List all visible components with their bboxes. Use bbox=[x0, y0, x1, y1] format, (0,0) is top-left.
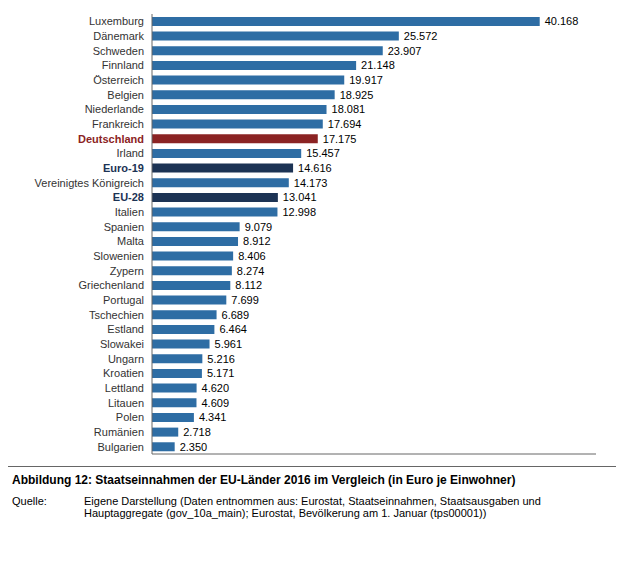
svg-text:Slowakei: Slowakei bbox=[100, 338, 144, 350]
svg-text:Österreich: Österreich bbox=[93, 74, 144, 86]
svg-text:Malta: Malta bbox=[117, 235, 145, 247]
svg-text:14.173: 14.173 bbox=[294, 177, 328, 189]
svg-text:14.616: 14.616 bbox=[298, 162, 332, 174]
svg-text:EU-28: EU-28 bbox=[113, 191, 144, 203]
svg-text:5.216: 5.216 bbox=[207, 353, 235, 365]
svg-text:Deutschland: Deutschland bbox=[78, 133, 144, 145]
svg-text:25.572: 25.572 bbox=[404, 30, 438, 42]
svg-text:Tschechien: Tschechien bbox=[89, 309, 144, 321]
svg-text:21.148: 21.148 bbox=[361, 59, 395, 71]
svg-text:2.350: 2.350 bbox=[180, 441, 208, 453]
svg-text:23.907: 23.907 bbox=[388, 45, 422, 57]
svg-text:Ungarn: Ungarn bbox=[108, 353, 144, 365]
svg-text:19.917: 19.917 bbox=[349, 74, 383, 86]
svg-text:Schweden: Schweden bbox=[93, 45, 144, 57]
svg-text:5.171: 5.171 bbox=[207, 367, 235, 379]
svg-text:Dänemark: Dänemark bbox=[93, 30, 144, 42]
html-text:Abbildung 12: Staatseinnahmen: Abbildung 12: Staatseinnahmen der EU-Län… bbox=[12, 473, 516, 487]
svg-text:Euro-19: Euro-19 bbox=[103, 162, 144, 174]
svg-text:4.609: 4.609 bbox=[201, 397, 229, 409]
svg-text:Spanien: Spanien bbox=[104, 221, 144, 233]
svg-text:Slowenien: Slowenien bbox=[93, 250, 144, 262]
html-text:Hauptaggregate (gov_10a_main);: Hauptaggregate (gov_10a_main); Eurostat,… bbox=[84, 507, 487, 519]
svg-text:5.961: 5.961 bbox=[215, 338, 243, 350]
svg-text:8.912: 8.912 bbox=[243, 235, 271, 247]
svg-text:4.620: 4.620 bbox=[202, 382, 230, 394]
svg-text:17.175: 17.175 bbox=[323, 133, 357, 145]
svg-text:Niederlande: Niederlande bbox=[85, 103, 144, 115]
svg-text:18.081: 18.081 bbox=[332, 103, 366, 115]
svg-text:Polen: Polen bbox=[116, 411, 144, 423]
svg-text:40.168: 40.168 bbox=[545, 15, 579, 27]
svg-text:4.341: 4.341 bbox=[199, 411, 227, 423]
svg-text:Kroatien: Kroatien bbox=[103, 367, 144, 379]
svg-text:17.694: 17.694 bbox=[328, 118, 362, 130]
svg-text:Irland: Irland bbox=[116, 147, 144, 159]
svg-text:Portugal: Portugal bbox=[103, 294, 144, 306]
svg-text:7.699: 7.699 bbox=[231, 294, 259, 306]
svg-text:6.464: 6.464 bbox=[219, 323, 247, 335]
svg-text:9.079: 9.079 bbox=[245, 221, 273, 233]
svg-text:Zypern: Zypern bbox=[110, 265, 144, 277]
svg-text:8.406: 8.406 bbox=[238, 250, 266, 262]
svg-text:8.112: 8.112 bbox=[235, 279, 262, 291]
svg-text:Estland: Estland bbox=[107, 323, 144, 335]
svg-text:Griechenland: Griechenland bbox=[79, 279, 144, 291]
svg-text:Luxemburg: Luxemburg bbox=[89, 15, 144, 27]
svg-text:18.925: 18.925 bbox=[340, 89, 374, 101]
svg-text:Vereinigtes Königreich: Vereinigtes Königreich bbox=[35, 177, 144, 189]
html-text:Quelle:: Quelle: bbox=[12, 495, 47, 507]
svg-text:8.274: 8.274 bbox=[237, 265, 265, 277]
svg-text:Lettland: Lettland bbox=[105, 382, 144, 394]
svg-text:Finnland: Finnland bbox=[102, 59, 144, 71]
svg-text:15.457: 15.457 bbox=[306, 147, 340, 159]
svg-text:6.689: 6.689 bbox=[222, 309, 250, 321]
svg-text:Rumänien: Rumänien bbox=[94, 426, 144, 438]
svg-text:13.041: 13.041 bbox=[283, 191, 317, 203]
svg-text:Frankreich: Frankreich bbox=[92, 118, 144, 130]
svg-text:Italien: Italien bbox=[115, 206, 144, 218]
svg-text:2.718: 2.718 bbox=[183, 426, 211, 438]
svg-text:Bulgarien: Bulgarien bbox=[98, 441, 144, 453]
svg-text:Belgien: Belgien bbox=[107, 89, 144, 101]
svg-text:Litauen: Litauen bbox=[108, 397, 144, 409]
svg-text:12.998: 12.998 bbox=[282, 206, 316, 218]
html-text:Eigene Darstellung (Daten entn: Eigene Darstellung (Daten entnommen aus:… bbox=[84, 495, 541, 507]
